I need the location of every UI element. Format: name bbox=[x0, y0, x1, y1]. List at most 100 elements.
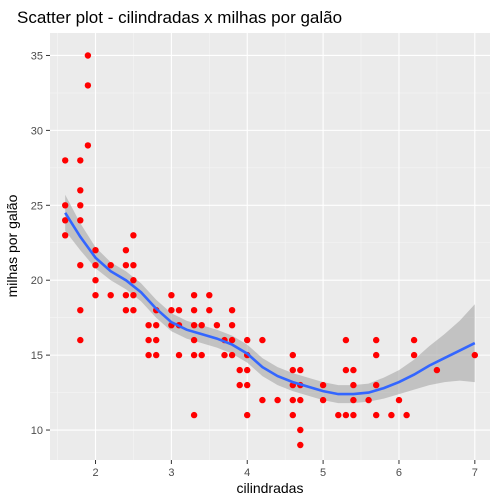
data-point bbox=[289, 351, 296, 359]
data-point bbox=[198, 322, 205, 329]
data-point bbox=[259, 336, 266, 344]
data-point bbox=[297, 366, 304, 374]
data-point bbox=[153, 322, 160, 329]
data-point bbox=[335, 411, 342, 419]
data-point bbox=[190, 292, 198, 299]
data-point bbox=[153, 336, 160, 344]
data-point bbox=[130, 292, 137, 299]
data-point bbox=[92, 292, 99, 299]
data-point bbox=[61, 232, 69, 239]
x-tick-label: 7 bbox=[472, 467, 478, 479]
data-point bbox=[388, 411, 395, 419]
x-tick-label: 4 bbox=[244, 467, 250, 479]
data-point bbox=[168, 307, 175, 314]
data-point bbox=[206, 307, 213, 314]
data-point bbox=[342, 366, 350, 374]
data-point bbox=[236, 381, 243, 389]
y-tick-label: 15 bbox=[31, 350, 43, 362]
data-point bbox=[350, 396, 357, 404]
data-point bbox=[145, 322, 152, 329]
data-point bbox=[433, 366, 441, 374]
x-tick-label: 5 bbox=[320, 467, 326, 479]
x-tick-label: 3 bbox=[168, 467, 174, 479]
y-axis-title: milhas por galão bbox=[4, 194, 20, 297]
data-point bbox=[342, 411, 350, 419]
data-point bbox=[228, 336, 236, 344]
data-point bbox=[145, 351, 152, 359]
data-point bbox=[274, 396, 281, 404]
data-point bbox=[221, 351, 228, 359]
data-point bbox=[213, 322, 221, 329]
data-point bbox=[373, 336, 380, 344]
y-tick-label: 30 bbox=[31, 125, 43, 137]
data-point bbox=[77, 262, 84, 269]
data-point bbox=[190, 411, 198, 419]
data-point bbox=[61, 157, 69, 164]
data-point bbox=[175, 307, 183, 314]
data-point bbox=[319, 396, 327, 404]
data-point bbox=[107, 292, 114, 299]
x-axis-title: cilindradas bbox=[237, 480, 304, 496]
data-point bbox=[297, 426, 304, 434]
data-point bbox=[403, 411, 410, 419]
data-point bbox=[228, 351, 236, 359]
scatter-points bbox=[61, 52, 478, 449]
data-point bbox=[244, 336, 251, 344]
data-point bbox=[319, 381, 327, 389]
data-point bbox=[77, 202, 84, 209]
data-point bbox=[198, 351, 205, 359]
y-tick-label: 35 bbox=[31, 50, 43, 62]
x-axis-ticks: 2 3 4 5 6 7 bbox=[92, 460, 478, 479]
minor-gridlines bbox=[50, 33, 490, 460]
data-point bbox=[84, 142, 92, 149]
x-tick-label: 2 bbox=[92, 467, 98, 479]
data-point bbox=[84, 82, 92, 89]
data-point bbox=[365, 396, 372, 404]
data-point bbox=[244, 381, 251, 389]
data-point bbox=[153, 351, 160, 359]
data-point bbox=[244, 411, 251, 419]
data-point bbox=[77, 336, 84, 344]
data-point bbox=[122, 262, 130, 269]
data-point bbox=[61, 217, 69, 224]
data-point bbox=[190, 351, 198, 359]
data-point bbox=[228, 307, 236, 314]
data-point bbox=[350, 381, 357, 389]
data-point bbox=[244, 366, 251, 374]
data-point bbox=[130, 307, 137, 314]
chart-title: Scatter plot - cilindradas x milhas por … bbox=[17, 8, 342, 27]
data-point bbox=[122, 247, 130, 254]
data-point bbox=[92, 277, 99, 284]
data-point bbox=[84, 52, 92, 59]
data-point bbox=[236, 366, 243, 374]
data-point bbox=[92, 262, 99, 269]
data-point bbox=[77, 157, 84, 164]
data-point bbox=[289, 396, 296, 404]
data-point bbox=[122, 307, 130, 314]
data-point bbox=[289, 366, 296, 374]
data-point bbox=[206, 292, 213, 299]
data-point bbox=[297, 396, 304, 404]
data-point bbox=[395, 396, 403, 404]
data-point bbox=[168, 292, 175, 299]
data-point bbox=[145, 336, 152, 344]
data-point bbox=[175, 351, 183, 359]
plot-panel bbox=[50, 33, 490, 460]
data-point bbox=[471, 351, 478, 359]
data-point bbox=[342, 336, 350, 344]
smooth-trend-line bbox=[64, 212, 476, 396]
data-point bbox=[61, 202, 69, 209]
data-point bbox=[190, 307, 198, 314]
data-point bbox=[130, 262, 137, 269]
data-point bbox=[77, 307, 84, 314]
data-point bbox=[77, 217, 84, 224]
data-point bbox=[130, 232, 137, 239]
data-point bbox=[122, 292, 130, 299]
data-point bbox=[297, 441, 304, 449]
data-point bbox=[410, 351, 418, 359]
data-point bbox=[373, 381, 380, 389]
data-point bbox=[130, 277, 137, 284]
y-tick-label: 25 bbox=[31, 200, 43, 212]
y-tick-label: 20 bbox=[31, 275, 43, 287]
